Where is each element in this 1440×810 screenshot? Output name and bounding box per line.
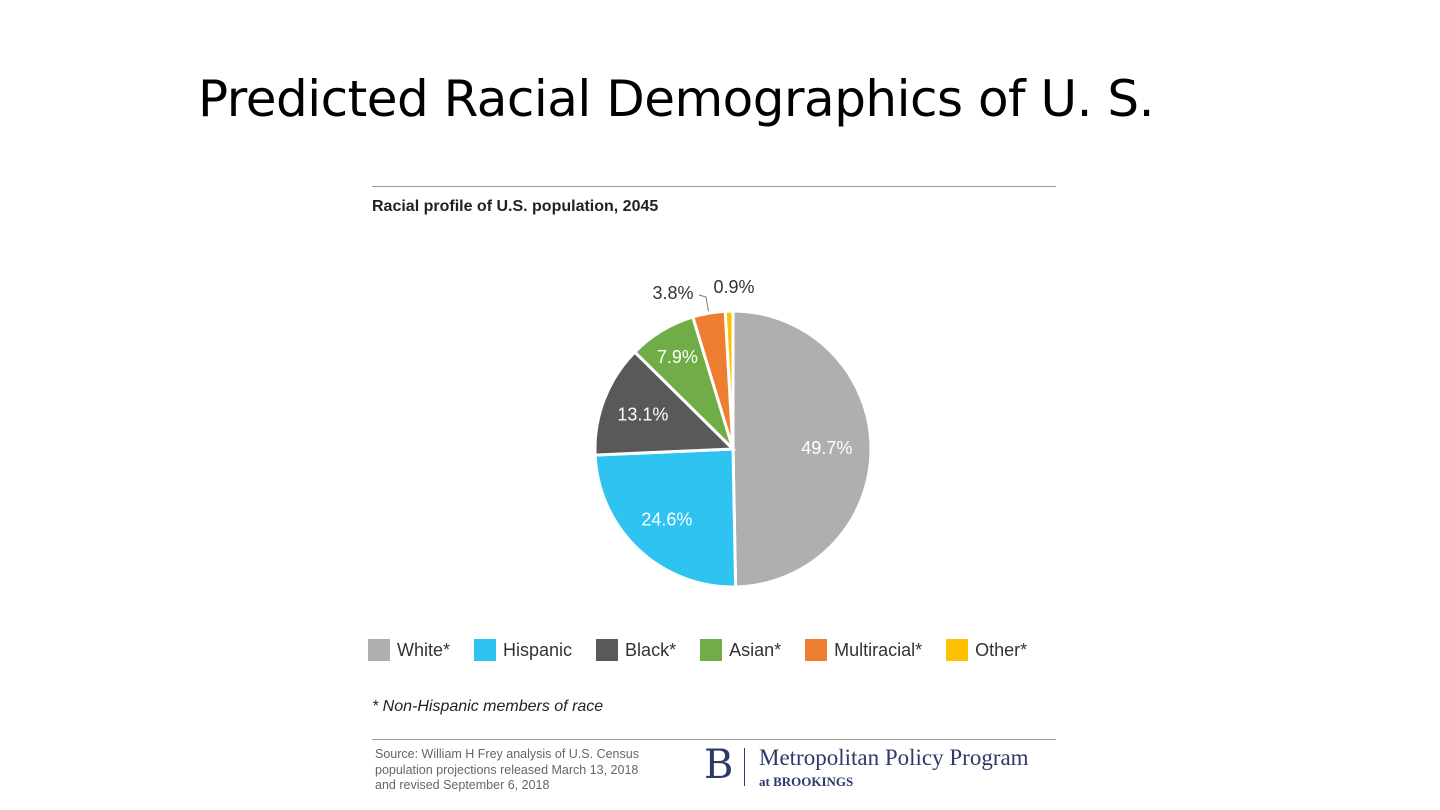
slice-label-other: 0.9% bbox=[713, 277, 754, 297]
slice-label-white: 49.7% bbox=[801, 438, 852, 458]
source-line: Source: William H Frey analysis of U.S. … bbox=[375, 747, 639, 761]
source-line: and revised September 6, 2018 bbox=[375, 778, 550, 792]
source-line: population projections released March 13… bbox=[375, 762, 639, 777]
slide-title: Predicted Racial Demographics of U. S. bbox=[198, 70, 1155, 128]
legend-label: Other* bbox=[975, 639, 1028, 660]
legend-label: Black* bbox=[625, 639, 677, 660]
legend-item-multiracial: Multiracial* bbox=[805, 639, 922, 661]
pie-slice-black bbox=[593, 349, 737, 457]
pie-slice-hispanic bbox=[593, 447, 738, 589]
legend-item-black: Black* bbox=[596, 639, 676, 661]
brookings-logo-mark: B bbox=[704, 742, 734, 788]
slice-label-asian: 7.9% bbox=[657, 347, 698, 367]
slice-label-hispanic: 24.6% bbox=[641, 509, 692, 529]
logo-divider bbox=[744, 748, 745, 786]
legend-label: Multiracial* bbox=[834, 639, 923, 660]
logo-subtitle: at BROOKINGS bbox=[759, 774, 854, 789]
chart-legend: White* Hispanic Black* Asian* Multiracia… bbox=[368, 639, 1027, 661]
legend-swatch bbox=[700, 639, 723, 661]
footnote: * Non-Hispanic members of race bbox=[372, 698, 604, 715]
legend-swatch bbox=[368, 639, 390, 661]
leader-line-multiracial bbox=[698, 294, 709, 312]
bottom-divider bbox=[372, 739, 1056, 740]
legend-item-hispanic: Hispanic bbox=[474, 639, 572, 661]
chart-title: Racial profile of U.S. population, 2045 bbox=[372, 198, 659, 215]
legend-swatch bbox=[805, 639, 828, 661]
logo-name: Metropolitan Policy Program bbox=[759, 745, 1029, 770]
pie-slice-other bbox=[723, 309, 735, 450]
legend-swatch bbox=[474, 639, 497, 661]
top-divider bbox=[372, 186, 1056, 187]
legend-label: White* bbox=[397, 639, 451, 660]
source-note: Source: William H Frey analysis of U.S. … bbox=[375, 747, 675, 794]
legend-item-asian: Asian* bbox=[700, 639, 781, 661]
pie-slice-white bbox=[731, 309, 873, 589]
legend-item-other: Other* bbox=[946, 639, 1027, 661]
legend-swatch bbox=[946, 639, 969, 661]
slice-label-multiracial: 3.8% bbox=[652, 283, 693, 303]
legend-label: Asian* bbox=[729, 639, 782, 660]
legend-item-white: White* bbox=[368, 639, 450, 661]
legend-label: Hispanic bbox=[503, 639, 573, 660]
legend-swatch bbox=[596, 639, 619, 661]
slice-label-black: 13.1% bbox=[617, 404, 668, 424]
